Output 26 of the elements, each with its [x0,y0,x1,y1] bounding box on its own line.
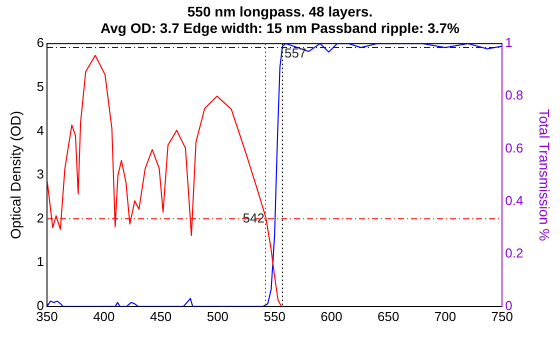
y-tick-label: 4 [36,122,44,138]
chart-subtitle: Avg OD: 3.7 Edge width: 15 nm Passband ripple: 3.7% [100,20,460,36]
annotation: 557 [284,46,306,61]
y-tick-label: 3 [36,166,44,182]
x-tick-label: 650 [378,308,400,324]
x-tick-label: 700 [434,308,456,324]
y-tick-label: 1 [36,254,44,270]
y2-tick-label: 0.2 [505,245,524,260]
y-tick-label: 6 [36,35,44,50]
y2-tick-label: 0.6 [505,140,524,156]
y2-tick-label: 0 [505,298,512,313]
y2-tick-label: 1 [505,35,512,50]
y2-tick-label: 0.8 [505,88,524,103]
y-tick-label: 5 [36,78,44,94]
x-tick-label: 450 [150,308,172,324]
y-tick-label: 0 [36,298,44,313]
x-tick-label: 550 [264,308,286,324]
y2-axis-title: Total Transmission % [536,108,553,242]
x-tick-label: 600 [320,308,342,324]
y2-tick-label: 0.4 [505,192,524,208]
x-tick-label: 500 [206,308,229,324]
x-tick-label: 400 [93,308,115,324]
annotation: 542 [242,210,264,226]
y-axis-title: Optical Density (OD) [7,110,24,240]
y-tick-label: 2 [36,210,44,226]
chart-title: 550 nm longpass. 48 layers. [187,3,373,20]
